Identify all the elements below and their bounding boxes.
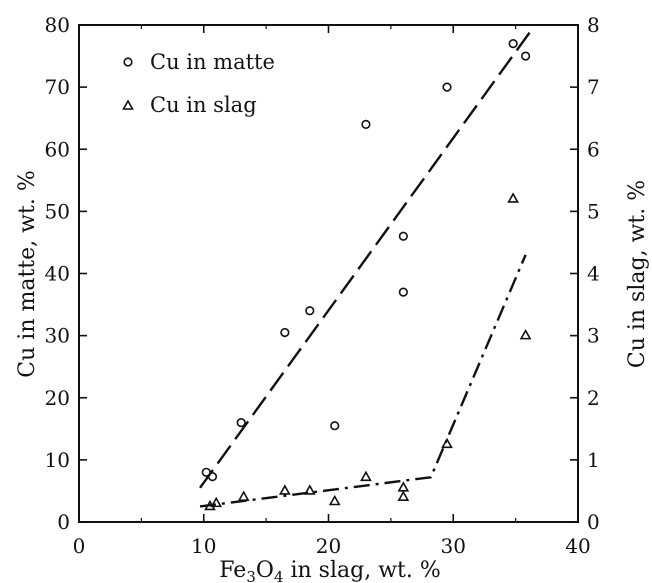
- data-points: [201, 39, 532, 511]
- slag-point: [397, 490, 410, 501]
- slag-point: [328, 494, 341, 506]
- y-left-tick-label: 60: [45, 137, 70, 161]
- x-axis-label: Fe3O4 in slag, wt. %: [219, 558, 441, 583]
- matte-point: [398, 287, 408, 297]
- matte-point: [330, 421, 340, 431]
- y-left-tick-label: 40: [45, 262, 70, 286]
- y-axis-label-left: Cu in matte, wt. %: [15, 170, 40, 377]
- y-left-tick-label: 30: [45, 324, 70, 348]
- slag-point: [237, 490, 250, 501]
- y-right-tick-label: 1: [587, 448, 600, 472]
- plot-axes: [78, 24, 579, 523]
- legend-label-slag: Cu in slag: [150, 93, 257, 117]
- y-left-tick-label: 20: [45, 386, 70, 410]
- fit-line-matte: [199, 30, 532, 489]
- legend-marker-slag: [122, 99, 134, 110]
- y-axis-label-right: Cu in slag, wt. %: [625, 180, 650, 368]
- fit-line-slag: [199, 254, 527, 508]
- y-right-tick-label: 5: [587, 199, 600, 223]
- matte-point: [236, 418, 246, 428]
- y-right-tick-label: 3: [587, 324, 600, 348]
- legend: Cu in matte Cu in slag: [122, 50, 275, 117]
- x-tick-label: 40: [565, 534, 590, 558]
- y-right-tick-label: 0: [587, 510, 600, 534]
- matte-point: [280, 327, 290, 338]
- y-left-tick-label: 0: [57, 510, 70, 534]
- fit-lines: [199, 30, 532, 508]
- y-left-tick-label: 80: [45, 13, 70, 37]
- slag-point: [278, 484, 291, 495]
- x-tick-label: 20: [316, 534, 341, 558]
- matte-point: [508, 39, 518, 49]
- x-tick-label: 30: [441, 534, 466, 558]
- matte-point: [521, 51, 531, 61]
- y-right-tick-label: 2: [587, 386, 600, 410]
- legend-marker-matte: [123, 57, 133, 67]
- y-left-tick-label: 50: [45, 199, 70, 223]
- legend-label-matte: Cu in matte: [150, 50, 275, 74]
- x-tick-label: 0: [73, 534, 86, 558]
- matte-point: [201, 467, 211, 477]
- slag-point: [303, 484, 316, 495]
- matte-point: [207, 472, 218, 482]
- x-tick-label: 10: [191, 534, 216, 558]
- slag-point: [519, 328, 532, 340]
- y-left-tick-label: 70: [45, 75, 70, 99]
- y-left-tick-label: 10: [45, 448, 70, 472]
- y-right-tick-label: 4: [587, 262, 600, 286]
- slag-point: [210, 496, 223, 508]
- slag-point: [360, 470, 372, 482]
- slag-point: [397, 481, 410, 492]
- y-right-tick-label: 8: [587, 13, 600, 37]
- matte-point: [305, 306, 315, 316]
- slag-point: [507, 192, 519, 203]
- y-right-tick-label: 7: [587, 75, 600, 99]
- matte-point: [442, 82, 452, 92]
- slag-point: [441, 437, 453, 449]
- matte-point: [361, 119, 371, 129]
- matte-point: [398, 231, 408, 241]
- y-right-tick-label: 6: [587, 137, 600, 161]
